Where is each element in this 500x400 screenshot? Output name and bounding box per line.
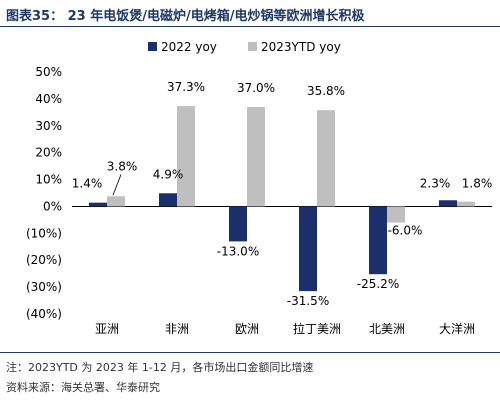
figure-header: 图表35： 23 年电饭煲/电磁炉/电烤箱/电炒锅等欧洲增长积极	[0, 0, 500, 28]
footnote: 注：2023YTD 为 2023 年 1-12 月，各市场出口金额同比增速	[6, 361, 314, 374]
bar-chart: 2022 yoy 2023YTD yoy 50% 40% 30% 20% 10% 0% (10…	[26, 40, 493, 336]
bar-2	[247, 106, 265, 207]
bar-1	[369, 206, 387, 275]
data-label: 1.4%	[72, 176, 103, 190]
figure-title: 图表35： 23 年电饭煲/电磁炉/电烤箱/电炒锅等欧洲增长积极	[6, 9, 365, 24]
data-label: -31.5%	[287, 294, 329, 308]
y-tick-label: 50%	[35, 65, 62, 79]
data-label: -13.0%	[217, 244, 259, 258]
legend-label-1: 2022 yoy	[161, 40, 217, 54]
bar-1	[89, 202, 107, 207]
title-divider	[0, 26, 500, 27]
data-label: 35.8%	[307, 84, 345, 98]
x-tick-label: 非洲	[165, 322, 189, 336]
bar-1	[439, 200, 457, 207]
bar-1	[299, 206, 317, 292]
y-tick-label: (30%)	[26, 280, 62, 294]
y-axis: 50% 40% 30% 20% 10% 0% (10%) (20%) (30%) (40%)	[26, 65, 62, 321]
y-tick-label: 30%	[35, 119, 62, 133]
bar-1	[229, 206, 247, 242]
legend: 2022 yoy 2023YTD yoy	[148, 40, 341, 54]
x-tick-label: 拉丁美洲	[293, 321, 341, 336]
x-tick-label: 亚洲	[95, 322, 119, 336]
label-leader-line	[112, 174, 122, 196]
bar-1	[159, 193, 177, 207]
x-tick-label: 大洋洲	[439, 321, 475, 336]
bar-2	[457, 201, 475, 207]
y-tick-label: (10%)	[26, 226, 62, 240]
bar-2	[387, 206, 405, 223]
data-label: 37.3%	[167, 80, 205, 94]
data-label: 2.3%	[420, 176, 451, 190]
x-axis: 亚洲 非洲 欧洲 拉丁美洲 北美洲 大洋洲	[72, 205, 492, 336]
data-label: 37.0%	[237, 81, 275, 95]
bar-2	[177, 106, 195, 207]
x-tick-label: 欧洲	[235, 322, 259, 336]
y-tick-label: 40%	[35, 92, 62, 106]
bars	[89, 106, 475, 292]
legend-swatch-2	[248, 42, 257, 51]
data-label: 3.8%	[107, 159, 138, 173]
bar-2	[317, 110, 335, 207]
data-label: 4.9%	[153, 167, 184, 181]
y-tick-label: 0%	[43, 199, 62, 213]
data-label: -6.0%	[388, 224, 423, 238]
legend-swatch-1	[148, 42, 157, 51]
data-label: -25.2%	[357, 277, 399, 291]
bar-2	[107, 196, 125, 207]
y-tick-label: 10%	[35, 173, 62, 187]
y-tick-label: 20%	[35, 146, 62, 160]
x-tick-label: 北美洲	[369, 322, 405, 336]
y-tick-label: (40%)	[26, 307, 62, 321]
y-tick-label: (20%)	[26, 253, 62, 267]
legend-label-2: 2023YTD yoy	[261, 40, 341, 54]
data-labels: 1.4% 3.8% 4.9% 37.3% -13.0% 37.0% -31.5% 35.8% -…	[72, 80, 493, 308]
data-label: 1.8%	[462, 176, 493, 190]
footer-divider	[0, 352, 500, 353]
source-note: 资料来源：海关总署、华泰研究	[6, 381, 160, 394]
